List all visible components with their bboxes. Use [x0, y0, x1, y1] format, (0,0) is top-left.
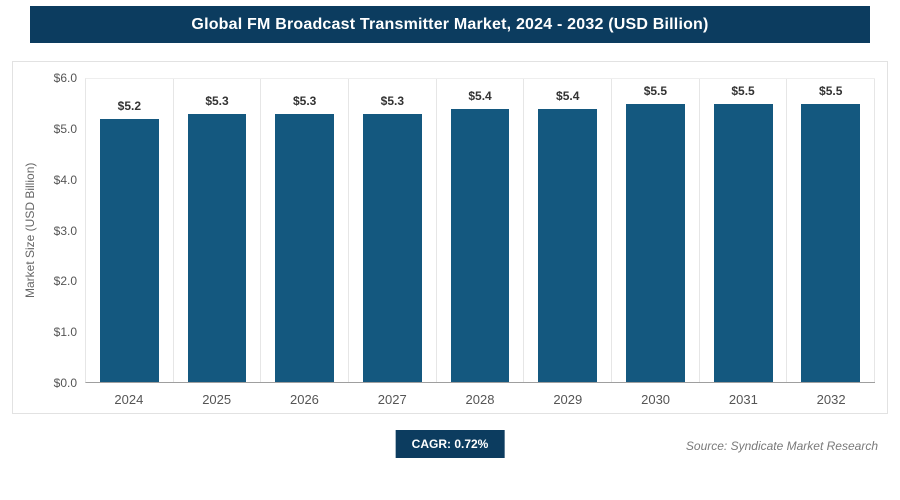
bar-value-label: $5.5: [643, 84, 668, 99]
bar-column: $5.2: [86, 79, 174, 382]
x-axis-tick-label: 2031: [728, 392, 758, 407]
bar-column: $5.3: [174, 79, 262, 382]
chart-title-bar: Global FM Broadcast Transmitter Market, …: [30, 6, 870, 43]
x-axis-tick-label: 2030: [641, 392, 671, 407]
source-credit: Source: Syndicate Market Research: [685, 439, 878, 453]
y-axis-tick-label: $1.0: [53, 325, 77, 340]
bar-value-label: $5.3: [293, 94, 317, 109]
x-axis-tick-label: 2032: [816, 392, 846, 407]
bar: [187, 114, 247, 382]
x-axis-tick-label: 2025: [202, 392, 232, 407]
y-axis-tick-label: $0.0: [53, 376, 77, 390]
bar-value-label: $5.3: [380, 94, 405, 109]
bar: [450, 109, 510, 382]
y-axis-tick-label: $6.0: [53, 71, 77, 85]
bar-column: $5.5: [787, 79, 876, 382]
bar-column: $5.5: [612, 79, 700, 382]
bar-value-label: $5.5: [731, 84, 755, 99]
plot-area: $5.2 $5.3 $5.3 $5.3 $5.4 $5.4 $5.5 $5.5 $5.5 202…: [85, 78, 876, 407]
bar: [275, 114, 335, 382]
bar-column: $5.3: [349, 79, 437, 382]
bar-column: $5.4: [437, 79, 525, 382]
chart-area: Market Size (USD Billion) $0.0 $1.0 $2.0 $3…: [12, 61, 888, 414]
chart-footer: CAGR: 0.72% Source: Syndicate Market Res…: [0, 430, 900, 462]
x-axis-labels: 2024 2025 2026 2027 2028 2029 2030 2031 2032: [85, 383, 875, 407]
y-axis-tick-label: $3.0: [53, 223, 77, 238]
x-axis-tick-label: 2029: [553, 392, 583, 407]
bar-value-label: $5.4: [556, 89, 580, 104]
bars-row: $5.2 $5.3 $5.3 $5.3 $5.4 $5.4 $5.5 $5.5 $5.5: [85, 78, 876, 383]
bar-value-label: $5.4: [468, 89, 492, 104]
bar-value-label: $5.2: [117, 99, 142, 114]
bar: [99, 119, 159, 382]
bar: [362, 114, 422, 382]
chart-title: Global FM Broadcast Transmitter Market, …: [191, 15, 709, 33]
cagr-badge: CAGR: 0.72%: [395, 430, 505, 458]
x-axis-tick-label: 2028: [465, 392, 495, 407]
bar: [713, 104, 773, 382]
bar: [538, 109, 598, 382]
x-axis-tick-label: 2027: [377, 392, 407, 407]
y-axis-ticks: $0.0 $1.0 $2.0 $3.0 $4.0 $5.0 $6.0: [41, 71, 85, 390]
bar-value-label: $5.5: [819, 84, 843, 99]
x-axis-tick-label: 2026: [289, 392, 319, 407]
bar: [625, 104, 685, 382]
bar-column: $5.5: [700, 79, 788, 382]
bar-column: $5.3: [261, 79, 350, 382]
y-axis-tick-label: $4.0: [53, 172, 77, 187]
bar: [801, 104, 861, 382]
y-axis-title: Market Size (USD Billion): [23, 162, 37, 299]
y-axis-tick-label: $5.0: [53, 121, 77, 136]
bar-value-label: $5.3: [205, 94, 229, 109]
bar-column: $5.4: [524, 79, 613, 382]
x-axis-tick-label: 2024: [114, 392, 144, 407]
y-axis-tick-label: $2.0: [53, 274, 77, 289]
